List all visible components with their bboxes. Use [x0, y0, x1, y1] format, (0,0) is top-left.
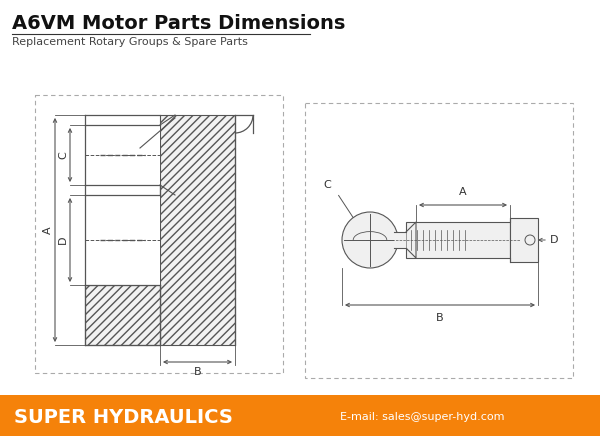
Bar — [510, 218, 538, 262]
Bar — [0, 395, 600, 436]
Text: A: A — [459, 187, 467, 197]
Bar — [85, 195, 160, 285]
Text: A6VM Motor Parts Dimensions: A6VM Motor Parts Dimensions — [12, 14, 346, 33]
Bar — [160, 115, 235, 345]
Bar — [85, 125, 160, 185]
Text: SUPER HYDRAULICS: SUPER HYDRAULICS — [14, 408, 233, 426]
Bar — [305, 103, 573, 378]
Text: C: C — [323, 180, 331, 190]
Text: B: B — [194, 367, 202, 377]
Text: B: B — [436, 313, 444, 323]
Text: Replacement Rotary Groups & Spare Parts: Replacement Rotary Groups & Spare Parts — [12, 37, 248, 47]
Bar — [394, 232, 406, 248]
Polygon shape — [406, 222, 416, 258]
Bar — [406, 222, 510, 258]
Text: D: D — [550, 235, 559, 245]
Text: E-mail: sales@super-hyd.com: E-mail: sales@super-hyd.com — [340, 412, 505, 422]
Text: A: A — [43, 226, 53, 234]
Text: C: C — [58, 151, 68, 159]
Bar — [85, 285, 160, 345]
Text: D: D — [58, 236, 68, 244]
Circle shape — [342, 212, 398, 268]
Bar — [35, 95, 283, 373]
